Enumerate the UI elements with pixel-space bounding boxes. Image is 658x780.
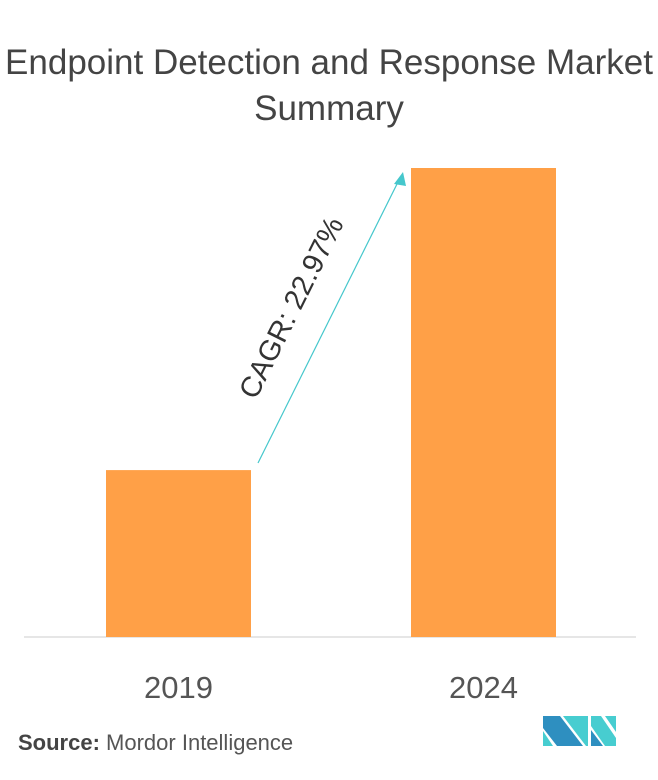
bar-2019 bbox=[106, 470, 251, 637]
source-note: Source: Mordor Intelligence bbox=[18, 730, 293, 756]
mordor-logo bbox=[543, 716, 616, 746]
cagr-label: CAGR: 22.97% bbox=[233, 212, 350, 404]
source-label: Source: bbox=[18, 730, 100, 755]
source-text: Mordor Intelligence bbox=[106, 730, 294, 755]
chart-title: Endpoint Detection and Response Market S… bbox=[5, 43, 653, 128]
bar-2024 bbox=[411, 168, 556, 637]
arrow-head-icon bbox=[394, 172, 406, 186]
x-tick-label: 2024 bbox=[449, 670, 518, 705]
x-tick-label: 2019 bbox=[144, 670, 213, 705]
cagr-arrow bbox=[257, 177, 401, 464]
